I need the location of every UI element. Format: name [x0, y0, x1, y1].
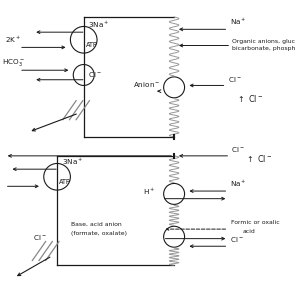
Text: Formic or oxalic: Formic or oxalic: [231, 220, 280, 225]
Text: bicarbonate, phosph: bicarbonate, phosph: [232, 46, 296, 51]
Text: Cl$^-$: Cl$^-$: [231, 145, 245, 154]
Text: HCO$_3^-$: HCO$_3^-$: [2, 57, 25, 68]
Text: Cl$^-$: Cl$^-$: [228, 75, 242, 84]
Text: acid: acid: [243, 229, 256, 234]
Text: Cl$^-$: Cl$^-$: [230, 235, 244, 244]
Text: Na$^+$: Na$^+$: [230, 179, 247, 189]
Text: $\uparrow$ Cl$^-$: $\uparrow$ Cl$^-$: [245, 153, 272, 164]
Text: Organic anions, gluc: Organic anions, gluc: [232, 39, 295, 43]
Text: 3Na$^+$: 3Na$^+$: [62, 157, 83, 167]
Text: Na$^+$: Na$^+$: [230, 17, 247, 28]
Text: 2K$^+$: 2K$^+$: [5, 35, 21, 46]
Text: ATP: ATP: [59, 178, 71, 185]
Text: (formate, oxalate): (formate, oxalate): [71, 231, 127, 236]
Text: Cl$^-$: Cl$^-$: [33, 233, 47, 241]
Text: H$^+$: H$^+$: [143, 186, 155, 197]
Text: $\uparrow$ Cl$^-$: $\uparrow$ Cl$^-$: [236, 93, 263, 104]
Text: Cl$^-$: Cl$^-$: [88, 70, 102, 79]
Text: Anion$^-$: Anion$^-$: [133, 80, 160, 89]
Text: 3Na$^+$: 3Na$^+$: [88, 20, 110, 30]
Text: Base, acid anion: Base, acid anion: [71, 222, 122, 227]
Text: ATP: ATP: [86, 42, 97, 47]
